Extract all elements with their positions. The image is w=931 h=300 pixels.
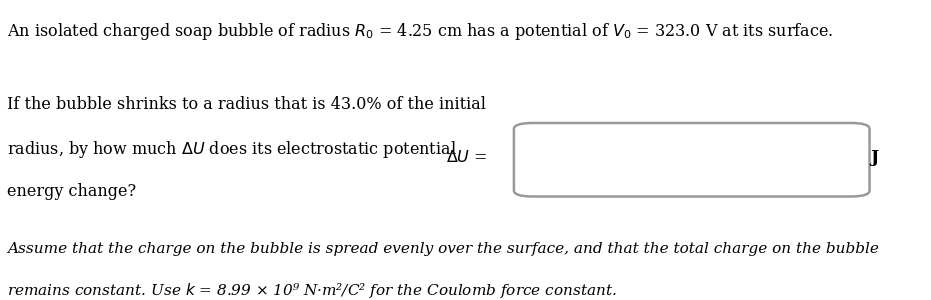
Text: Assume that the charge on the bubble is spread evenly over the surface, and that: Assume that the charge on the bubble is … <box>7 242 879 256</box>
Text: radius, by how much $\Delta U$ does its electrostatic potential: radius, by how much $\Delta U$ does its … <box>7 140 457 160</box>
Text: remains constant. Use $k$ = 8.99 × 10⁹ N·m²/C² for the Coulomb force constant.: remains constant. Use $k$ = 8.99 × 10⁹ N… <box>7 280 617 299</box>
Text: If the bubble shrinks to a radius that is 43.0% of the initial: If the bubble shrinks to a radius that i… <box>7 96 487 113</box>
FancyBboxPatch shape <box>514 123 870 196</box>
Text: energy change?: energy change? <box>7 183 137 200</box>
Text: An isolated charged soap bubble of radius $R_0$ = 4.25 cm has a potential of $V_: An isolated charged soap bubble of radiu… <box>7 21 834 42</box>
Text: J: J <box>870 149 879 166</box>
Text: $\Delta U$ =: $\Delta U$ = <box>446 149 488 166</box>
